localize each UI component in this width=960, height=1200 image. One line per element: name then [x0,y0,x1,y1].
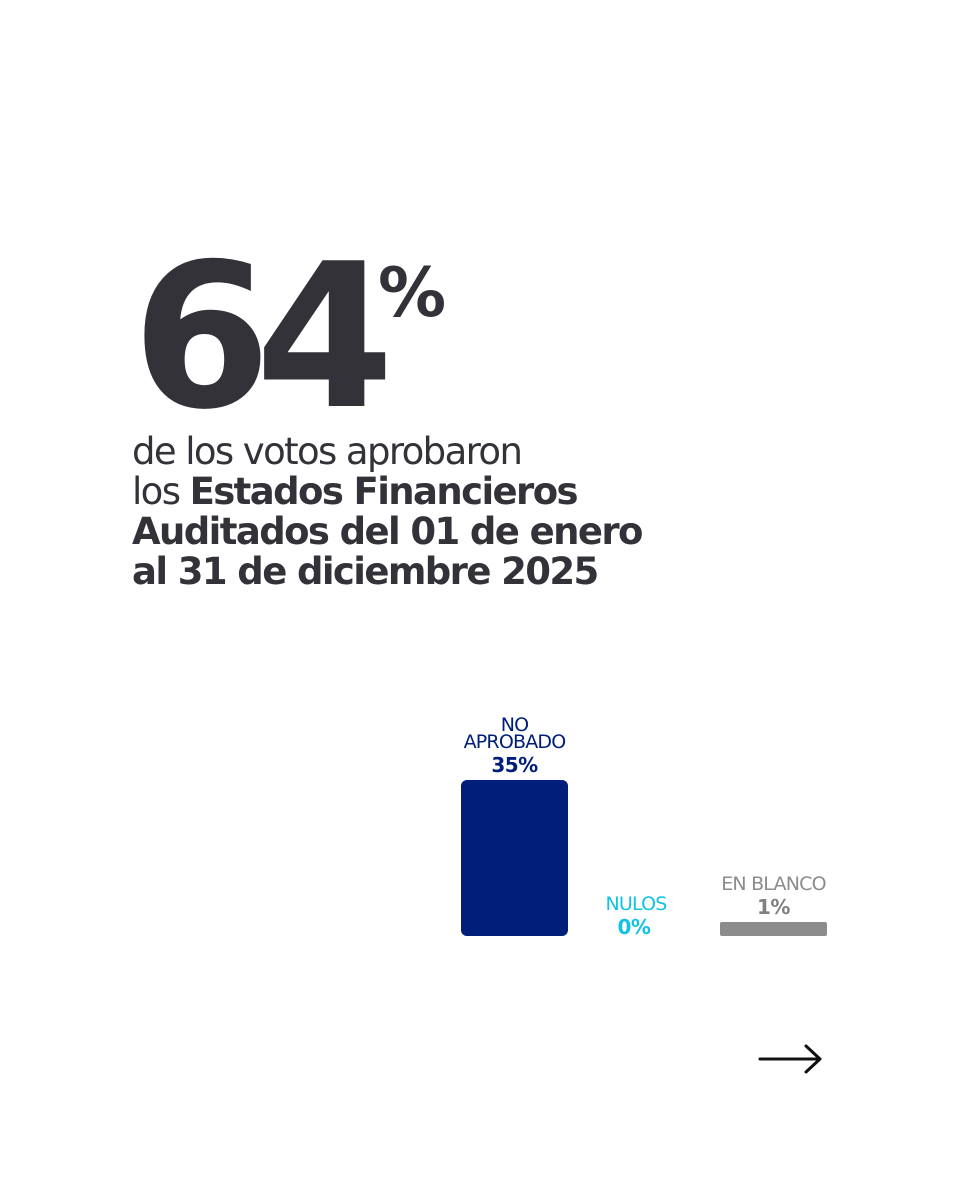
category-label-nulos: NULOS [605,893,666,915]
statement-line-4: al 31 de diciembre 2025 [132,552,692,592]
category-label-en-blanco: EN BLANCO [721,873,826,895]
value-label-nulos: 0% [618,915,651,939]
headline-unit: % [378,254,446,333]
value-label-no-aprobado: 35% [491,753,538,777]
category-label-no-aprobado: NO [501,714,529,736]
value-label-en-blanco: 1% [757,895,790,919]
bar-en-blanco [720,922,827,936]
statement-line-2: los Estados Financieros [132,472,692,512]
statement-line-4-bold: al 31 de diciembre 2025 [132,550,599,593]
bar-no-aprobado [461,780,568,936]
headline-figure: 64 % [132,238,732,438]
headline-value: 64 [132,221,394,454]
headline-statement: de los votos aprobaron los Estados Finan… [132,432,692,592]
statement-line-1-text: de los votos aprobaron [132,430,523,473]
category-label-no-aprobado: APROBADO [464,731,566,753]
statement-line-2-bold: Estados Financieros [189,470,579,513]
statement-line-3: Auditados del 01 de enero [132,512,692,552]
statement-line-1: de los votos aprobaron [132,432,692,472]
statement-line-3-bold: Auditados del 01 de enero [132,510,643,553]
statement-line-2-prefix: los [132,470,190,513]
arrow-right-icon[interactable] [758,1042,824,1076]
